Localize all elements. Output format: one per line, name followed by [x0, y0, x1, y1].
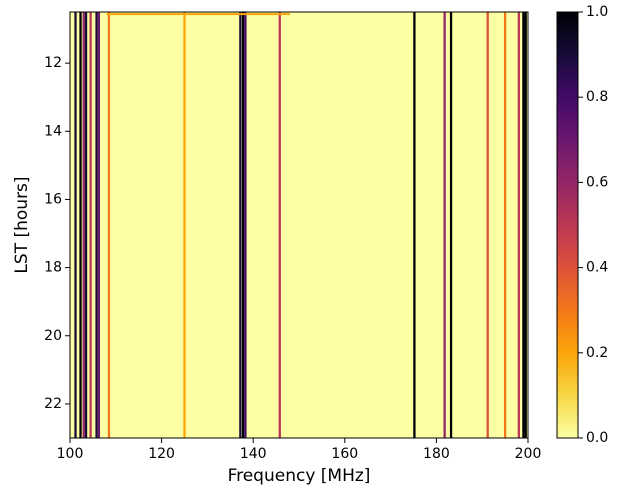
- y-tick-label: 20: [44, 328, 62, 344]
- flagged-channel: [486, 12, 489, 438]
- flagged-channel: [443, 12, 446, 438]
- x-tick-label: 120: [148, 446, 175, 462]
- x-tick-label: 160: [331, 446, 358, 462]
- y-tick-label: 12: [44, 55, 62, 71]
- y-axis-label: LST [hours]: [12, 176, 32, 273]
- flagged-channel: [107, 12, 111, 438]
- flagged-channel: [97, 12, 100, 438]
- flagged-channel: [522, 12, 525, 438]
- colorbar-tick-label: 0.2: [586, 345, 608, 361]
- colorbar-tick-label: 0.6: [586, 174, 608, 190]
- colorbar-tick-label: 0.8: [586, 89, 608, 105]
- flagged-channel: [241, 12, 245, 438]
- flagged-channel: [244, 12, 247, 438]
- flagged-channel: [84, 12, 88, 438]
- colorbar-tick-label: 1.0: [586, 4, 608, 20]
- flagged-channel: [79, 12, 82, 438]
- x-tick-label: 180: [423, 446, 450, 462]
- flagged-channel: [82, 12, 85, 438]
- flagged-channel: [413, 12, 416, 438]
- colorbar-tick-label: 0.4: [586, 260, 608, 276]
- flagged-channel: [74, 12, 77, 438]
- flagged-channel: [503, 12, 507, 438]
- flagged-channel: [95, 12, 98, 438]
- x-tick-label: 200: [515, 446, 542, 462]
- flagged-channel: [89, 12, 92, 438]
- flagged-channel: [183, 12, 186, 438]
- x-tick-label: 140: [240, 446, 267, 462]
- colorbar: [556, 11, 579, 439]
- flagged-channel: [517, 12, 520, 438]
- flagged-channel: [524, 12, 527, 438]
- flagged-channel: [449, 12, 453, 438]
- flagged-channel: [239, 12, 242, 438]
- y-tick-label: 16: [44, 191, 62, 207]
- y-tick-label: 18: [44, 260, 62, 276]
- plot-frame: [69, 11, 529, 439]
- colorbar-tick-label: 0.0: [586, 430, 608, 446]
- flagged-row: [106, 13, 290, 16]
- x-axis-label: Frequency [MHz]: [228, 466, 371, 486]
- y-tick-label: 22: [44, 396, 62, 412]
- heatmap-background: [70, 12, 528, 438]
- x-tick-label: 100: [57, 446, 84, 462]
- flagged-channel: [278, 12, 281, 438]
- y-tick-label: 14: [44, 123, 62, 139]
